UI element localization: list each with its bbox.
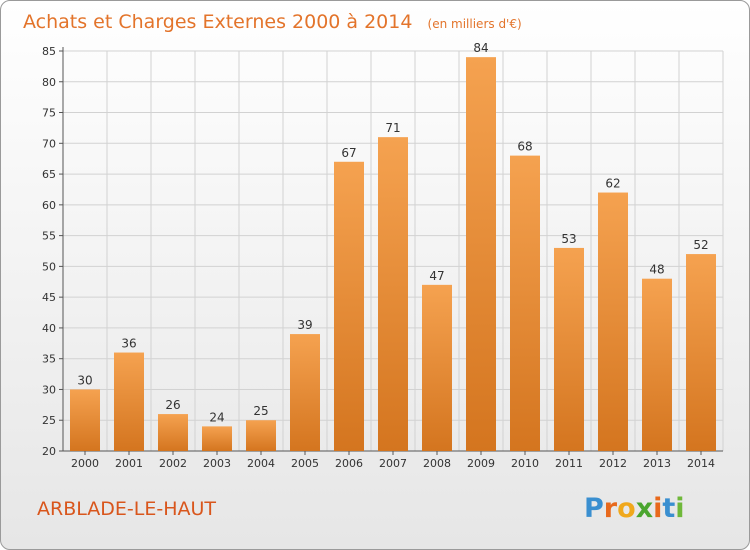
bar-2014 — [686, 254, 716, 451]
value-label-2004: 25 — [253, 404, 268, 418]
value-label-2003: 24 — [209, 410, 224, 424]
bar-2010 — [510, 155, 540, 451]
grid — [62, 50, 724, 452]
bar-2002 — [158, 414, 188, 451]
chart-title: Achats et Charges Externes 2000 à 2014 (… — [23, 11, 522, 33]
x-tick-label-2005: 2005 — [291, 457, 319, 470]
x-tick-label-2003: 2003 — [203, 457, 231, 470]
y-tick-label: 30 — [42, 383, 56, 396]
y-tick-label: 35 — [42, 353, 56, 366]
value-label-2009: 84 — [473, 41, 488, 55]
logo-letter: x — [636, 493, 653, 524]
y-tick-label: 55 — [42, 230, 56, 243]
logo-letter: i — [653, 493, 662, 524]
value-label-2014: 52 — [693, 238, 708, 252]
value-label-2002: 26 — [165, 398, 180, 412]
y-tick-label: 65 — [42, 168, 56, 181]
axes: 20 25 30 35 40 45 50 55 60 65 70 75 80 85 2000 2001 2002… — [42, 45, 723, 470]
logo-letter: r — [604, 493, 618, 524]
bar-2005 — [290, 334, 320, 451]
bar-2013 — [642, 278, 672, 451]
x-tick-label-2008: 2008 — [423, 457, 451, 470]
y-tick-label: 80 — [42, 76, 56, 89]
value-label-2001: 36 — [121, 337, 136, 351]
value-label-2008: 47 — [429, 269, 444, 283]
y-tick-label: 50 — [42, 260, 56, 273]
y-tick-label: 70 — [42, 137, 56, 150]
bar-2007 — [378, 137, 408, 451]
y-tick-label: 60 — [42, 199, 56, 212]
x-tick-label-2000: 2000 — [71, 457, 99, 470]
x-tick-label-2010: 2010 — [511, 457, 539, 470]
logo-letter: o — [617, 493, 636, 524]
y-tick-label: 25 — [42, 414, 56, 427]
y-tick-label: 20 — [42, 445, 56, 458]
place-name: ARBLADE-LE-HAUT — [37, 498, 216, 520]
value-label-2006: 67 — [341, 146, 356, 160]
y-tick-label: 75 — [42, 107, 56, 120]
x-tick-label-2009: 2009 — [467, 457, 495, 470]
x-tick-label-2004: 2004 — [247, 457, 275, 470]
logo-letter: i — [675, 493, 684, 524]
x-tick-label-2011: 2011 — [555, 457, 583, 470]
proxiti-logo: Proxiti — [584, 493, 685, 524]
bar-2004 — [246, 420, 276, 451]
value-label-2012: 62 — [605, 177, 620, 191]
value-label-2010: 68 — [517, 140, 532, 154]
bar-2009 — [466, 57, 496, 452]
y-tick-label: 40 — [42, 322, 56, 335]
value-label-2005: 39 — [297, 318, 312, 332]
x-tick-label-2001: 2001 — [115, 457, 143, 470]
bar-2012 — [598, 192, 628, 452]
logo-letter: P — [584, 493, 604, 524]
bar-2001 — [114, 352, 144, 451]
value-label-2000: 30 — [77, 373, 92, 387]
value-label-2013: 48 — [649, 263, 664, 277]
x-tick-label-2013: 2013 — [643, 457, 671, 470]
bar-2006 — [334, 161, 364, 451]
bar-2000 — [70, 389, 100, 451]
logo-letter: t — [662, 493, 675, 524]
value-label-2011: 53 — [561, 232, 576, 246]
y-tick-label: 45 — [42, 291, 56, 304]
bar-2011 — [554, 247, 584, 451]
y-tick-label: 85 — [42, 45, 56, 58]
x-tick-label-2006: 2006 — [335, 457, 363, 470]
bar-2008 — [422, 284, 452, 451]
x-tick-label-2014: 2014 — [687, 457, 715, 470]
x-tick-label-2002: 2002 — [159, 457, 187, 470]
x-tick-label-2012: 2012 — [599, 457, 627, 470]
bars: 30 36 26 24 25 39 67 71 47 84 68 53 62 48 52 — [70, 41, 716, 452]
x-tick-label-2007: 2007 — [379, 457, 407, 470]
value-label-2007: 71 — [385, 121, 400, 135]
bar-2003 — [202, 426, 232, 451]
